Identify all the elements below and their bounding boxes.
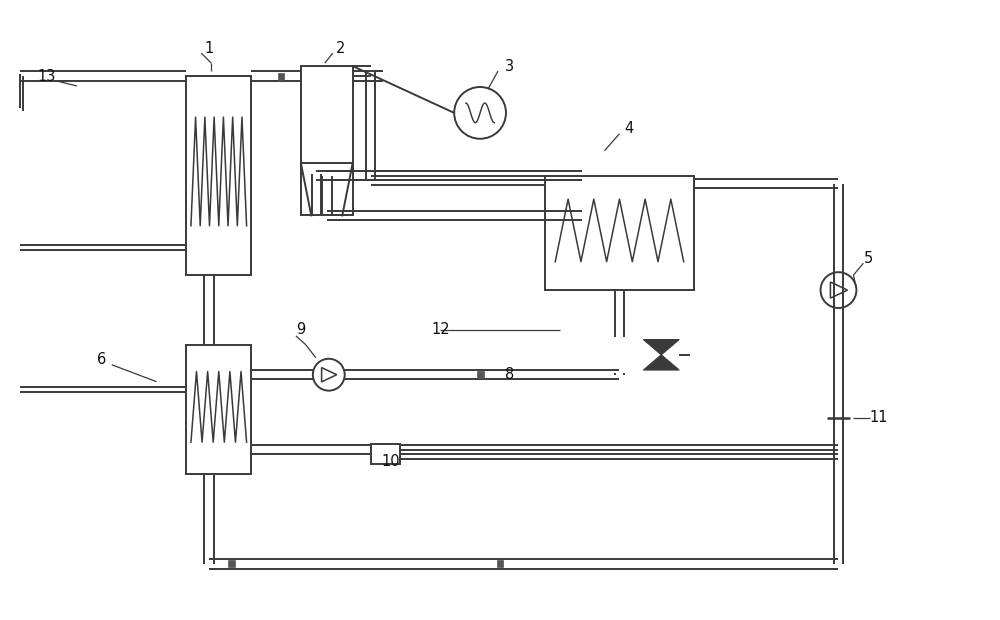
Polygon shape: [643, 340, 679, 355]
Text: 3: 3: [505, 59, 515, 74]
Polygon shape: [643, 355, 679, 370]
Text: 4: 4: [625, 122, 634, 136]
Bar: [278, 73, 284, 79]
Text: 1: 1: [205, 41, 214, 56]
Text: 11: 11: [869, 410, 888, 425]
Text: 6: 6: [97, 352, 106, 367]
Bar: [228, 560, 235, 567]
Text: 10: 10: [381, 454, 400, 469]
Text: 9: 9: [296, 322, 306, 337]
Text: 12: 12: [431, 322, 450, 337]
Text: 13: 13: [38, 69, 56, 84]
Text: 2: 2: [336, 41, 345, 56]
Text: 5: 5: [864, 250, 873, 266]
Bar: [371, 445, 400, 464]
Bar: [477, 371, 484, 378]
Text: 8: 8: [505, 367, 515, 382]
Bar: [497, 560, 503, 567]
